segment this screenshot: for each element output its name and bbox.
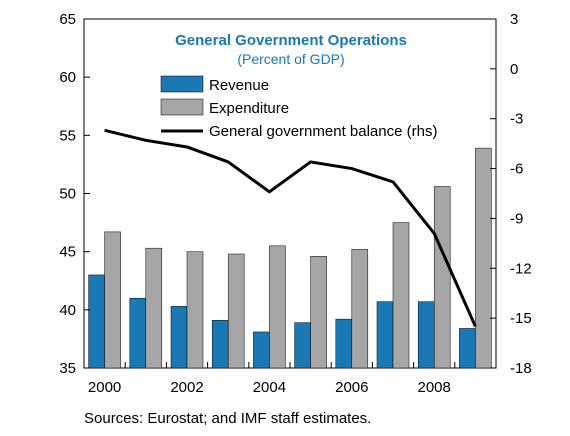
bar-revenue-2001 <box>129 297 147 369</box>
right-tick-label-3: 3 <box>510 11 518 28</box>
left-tick-label-65: 65 <box>59 11 76 28</box>
legend-label-expenditure: Expenditure <box>209 100 289 117</box>
left-tick-label-40: 40 <box>59 302 76 319</box>
bar-revenue-2005 <box>294 322 311 369</box>
left-tick-label-55: 55 <box>59 127 76 144</box>
right-tick-label--9: -9 <box>510 210 523 227</box>
x-tick-label-2008: 2008 <box>418 379 451 396</box>
legend-label-revenue: Revenue <box>209 77 269 94</box>
chart-subtitle: (Percent of GDP) <box>237 51 344 67</box>
bar-revenue-2007 <box>376 301 394 369</box>
left-tick-label-45: 45 <box>59 244 76 261</box>
bar-revenue-2004 <box>253 331 270 369</box>
right-tick-label--15: -15 <box>510 310 532 327</box>
x-axis: 2000 2002 2004 2006 2008 <box>88 362 456 396</box>
legend-swatch-revenue <box>160 75 204 93</box>
x-tick-label-2006: 2006 <box>335 379 368 396</box>
bar-revenue-2006 <box>335 318 353 369</box>
bar-expenditure-2001 <box>145 247 163 369</box>
left-tick-label-35: 35 <box>59 360 76 377</box>
bar-expenditure-2008 <box>433 186 451 369</box>
bar-expenditure-2009 <box>475 147 492 369</box>
right-tick-label-0: 0 <box>510 61 518 78</box>
bar-expenditure-2000 <box>104 231 121 369</box>
right-axis: 3 0 -3 -6 -9 -12 -15 -18 <box>490 11 532 377</box>
left-tick-label-60: 60 <box>59 69 76 86</box>
bar-expenditure-2002 <box>186 251 204 369</box>
legend-swatch-expenditure <box>160 98 204 116</box>
bars-layer <box>88 147 492 369</box>
left-tick-label-50: 50 <box>59 186 76 203</box>
x-tick-label-2000: 2000 <box>88 379 121 396</box>
bar-expenditure-2003 <box>227 253 245 369</box>
right-tick-label--6: -6 <box>510 161 523 178</box>
bar-expenditure-2005 <box>310 256 327 369</box>
legend: Revenue Expenditure General government b… <box>160 75 437 140</box>
bar-revenue-2008 <box>417 301 435 369</box>
legend-label-balance: General government balance (rhs) <box>209 123 437 140</box>
right-tick-label--12: -12 <box>510 260 532 277</box>
bar-expenditure-2004 <box>269 245 286 369</box>
bar-expenditure-2007 <box>392 222 410 369</box>
balance-line-layer <box>104 128 477 328</box>
right-tick-label--3: -3 <box>510 111 523 128</box>
left-axis: 35 40 45 50 55 60 65 <box>59 11 90 377</box>
bar-revenue-2009 <box>459 328 476 369</box>
right-tick-label--18: -18 <box>510 360 532 377</box>
balance-line <box>104 128 477 328</box>
x-tick-label-2002: 2002 <box>170 379 203 396</box>
source-note: Sources: Eurostat; and IMF staff estimat… <box>84 410 372 427</box>
bar-revenue-2000 <box>88 274 105 369</box>
bar-revenue-2002 <box>170 306 188 369</box>
bar-expenditure-2006 <box>351 249 369 369</box>
chart-title: General Government Operations <box>175 32 407 49</box>
bar-revenue-2003 <box>211 320 229 369</box>
x-tick-label-2004: 2004 <box>253 379 286 396</box>
